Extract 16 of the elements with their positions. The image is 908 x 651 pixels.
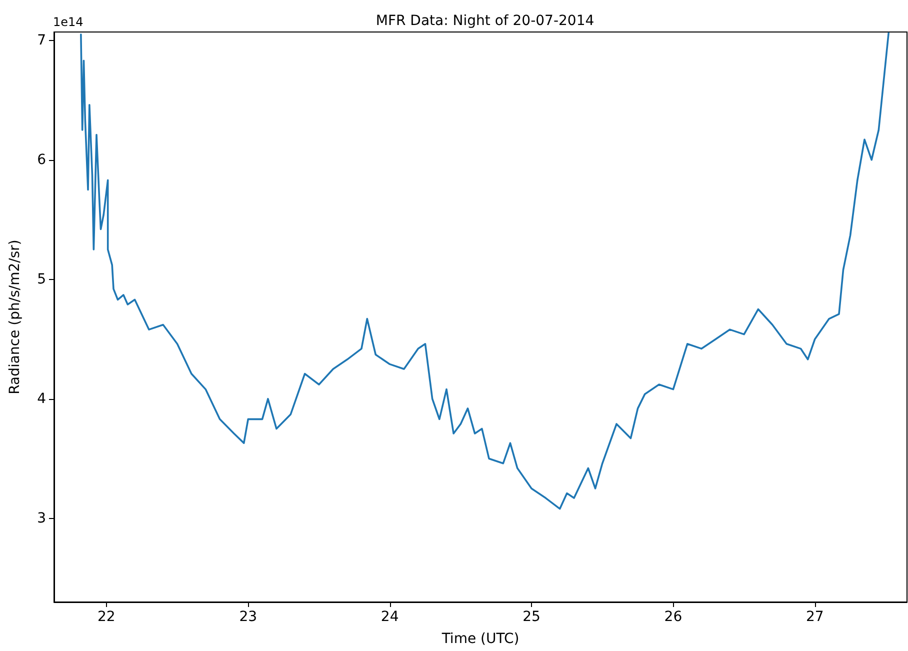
x-tick-label: 27	[806, 609, 824, 625]
x-tick-label: 23	[239, 609, 258, 625]
x-tick-label: 22	[98, 609, 116, 625]
text: 1e14	[53, 15, 84, 29]
y-tick-label: 7	[37, 32, 46, 48]
x-tick-label: 25	[522, 609, 540, 625]
x-tick-label: 26	[664, 609, 682, 625]
chart-title: MFR Data: Night of 20-07-2014	[376, 13, 594, 29]
y-tick-label: 5	[37, 271, 46, 288]
x-axis-title: Time (UTC)	[440, 631, 520, 647]
y-tick-label: 3	[37, 510, 46, 526]
y-axis-title: Radiance (ph/s/m2/sr)	[7, 240, 23, 394]
y-tick-label: 6	[37, 152, 46, 168]
line-series	[80, 32, 890, 510]
y-tick-label: 4	[37, 390, 46, 407]
x-tick-label: 24	[380, 609, 399, 625]
